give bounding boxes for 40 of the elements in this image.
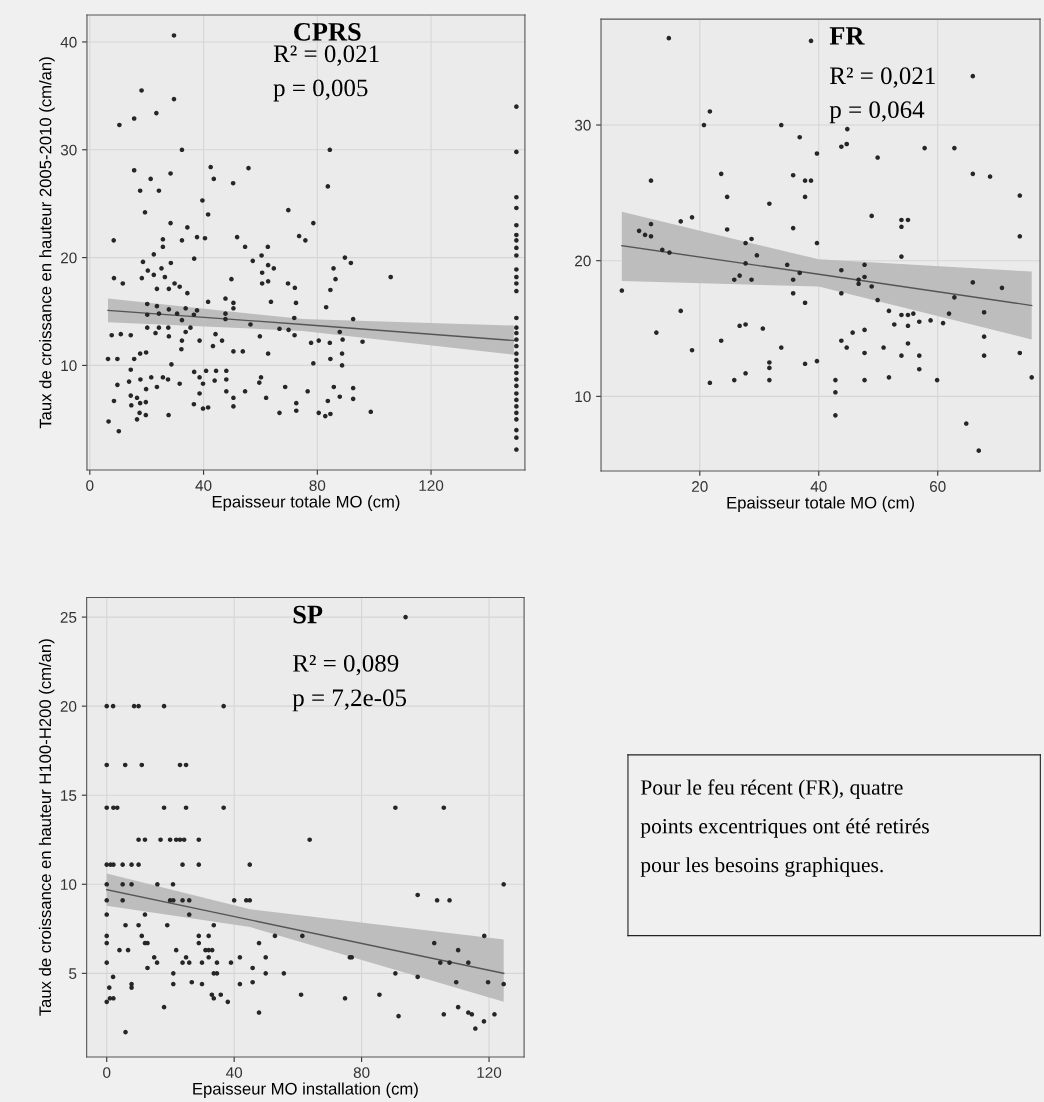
x-axis-title: Epaisseur MO installation (cm) (193, 1082, 418, 1098)
x-tick-label: 80 (353, 1067, 370, 1078)
y-axis-title: Taux de croissance en hauteur H100-H200 (cm/an) (38, 639, 55, 1016)
annotation: p = 7,2e-05 (292, 689, 407, 712)
annotation: R² = 0,021 (273, 45, 379, 66)
x-tick-label: 0 (103, 1067, 111, 1078)
y-tick-label: 5 (69, 968, 77, 980)
y-tick-label: 30 (574, 119, 591, 131)
y-axis-title: Taux de croissance en hauteur 2005-2010 (cm/an) (39, 57, 55, 429)
annotation: p = 0,064 (829, 101, 925, 124)
chart-title: CPRS (294, 22, 361, 41)
x-tick-label: 0 (86, 480, 94, 491)
x-tick-label: 80 (309, 480, 326, 491)
annotation: R² = 0,089 (292, 654, 399, 676)
x-tick-label: 20 (692, 481, 708, 492)
annotation: R² = 0,021 (830, 67, 935, 88)
x-axis-title: Epaisseur totale MO (cm) (212, 495, 400, 511)
text: points excentriques ont été retirés (640, 818, 929, 838)
chart-title: FR (829, 27, 865, 45)
x-tick-label: 40 (195, 480, 212, 491)
y-tick-label: 10 (575, 391, 591, 403)
chart-title: SP (293, 605, 323, 624)
y-tick-label: 30 (60, 144, 77, 156)
x-tick-label: 40 (226, 1067, 243, 1078)
y-tick-label: 20 (61, 252, 77, 264)
text: Pour le feu récent (FR), quatre (640, 779, 903, 800)
y-tick-label: 20 (575, 255, 591, 267)
y-tick-label: 10 (61, 360, 77, 372)
y-tick-label: 40 (60, 36, 77, 48)
y-tick-label: 10 (61, 879, 77, 890)
x-tick-label: 120 (477, 1067, 502, 1078)
text: pour les besoins graphiques. (640, 857, 883, 877)
x-axis-title: Epaisseur totale MO (cm) (727, 496, 914, 512)
y-tick-label: 20 (60, 701, 77, 712)
annotation: p = 0,005 (273, 79, 368, 102)
x-tick-label: 40 (810, 481, 827, 492)
y-tick-label: 25 (60, 611, 77, 623)
x-tick-label: 120 (419, 480, 444, 491)
x-tick-label: 60 (930, 481, 946, 492)
y-tick-label: 15 (61, 790, 77, 801)
